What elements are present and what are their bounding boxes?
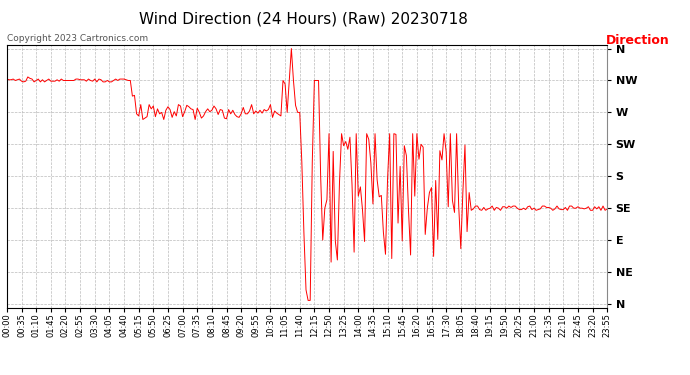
Text: Wind Direction (24 Hours) (Raw) 20230718: Wind Direction (24 Hours) (Raw) 20230718	[139, 11, 468, 26]
Text: Direction: Direction	[606, 34, 669, 47]
Text: Copyright 2023 Cartronics.com: Copyright 2023 Cartronics.com	[7, 34, 148, 43]
